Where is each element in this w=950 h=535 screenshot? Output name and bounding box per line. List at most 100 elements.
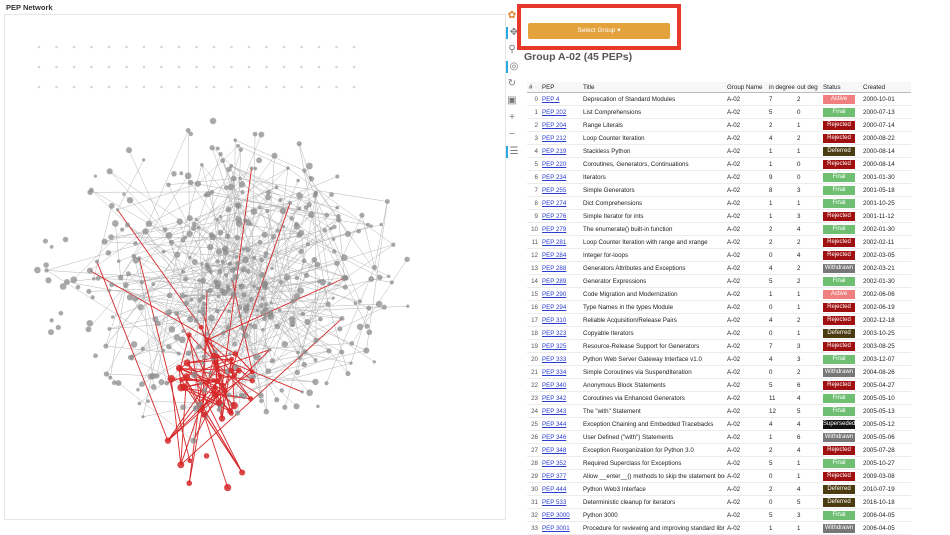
network-node[interactable]: [202, 388, 207, 393]
network-node[interactable]: [265, 46, 268, 49]
network-node[interactable]: [199, 381, 203, 385]
network-node[interactable]: [265, 194, 271, 200]
network-node[interactable]: [166, 182, 171, 187]
network-node[interactable]: [248, 66, 251, 69]
network-node[interactable]: [385, 199, 390, 204]
network-node[interactable]: [125, 46, 128, 49]
network-node[interactable]: [387, 275, 390, 278]
network-node[interactable]: [329, 227, 333, 231]
network-node[interactable]: [404, 257, 410, 263]
pep-link[interactable]: PEP 377: [542, 473, 566, 480]
network-node[interactable]: [306, 163, 313, 170]
network-node[interactable]: [116, 208, 119, 211]
network-node[interactable]: [366, 223, 370, 227]
network-node[interactable]: [274, 324, 280, 330]
network-node[interactable]: [259, 272, 265, 278]
highlighted-node[interactable]: [216, 399, 223, 406]
network-node[interactable]: [197, 226, 201, 230]
network-node[interactable]: [261, 297, 265, 301]
pep-link[interactable]: PEP 219: [542, 148, 566, 155]
network-node[interactable]: [184, 301, 189, 306]
network-node[interactable]: [160, 66, 163, 69]
network-node[interactable]: [96, 276, 101, 281]
network-node[interactable]: [48, 329, 54, 335]
pep-link[interactable]: PEP 333: [542, 356, 566, 363]
network-node[interactable]: [202, 355, 207, 360]
network-node[interactable]: [138, 402, 142, 406]
network-node[interactable]: [140, 280, 144, 284]
pep-link[interactable]: PEP 334: [542, 369, 566, 376]
network-node[interactable]: [259, 257, 264, 262]
network-node[interactable]: [194, 318, 199, 323]
network-node[interactable]: [236, 144, 240, 148]
pep-link[interactable]: PEP 444: [542, 486, 566, 493]
network-node[interactable]: [238, 177, 242, 181]
network-node[interactable]: [293, 403, 299, 409]
network-node[interactable]: [301, 390, 304, 393]
network-node[interactable]: [318, 46, 321, 49]
network-node[interactable]: [254, 354, 261, 361]
network-node[interactable]: [94, 174, 97, 177]
network-node[interactable]: [372, 265, 377, 270]
network-node[interactable]: [283, 66, 286, 69]
network-node[interactable]: [249, 323, 253, 327]
network-node[interactable]: [169, 240, 174, 245]
network-node[interactable]: [235, 255, 239, 259]
network-node[interactable]: [271, 153, 277, 159]
network-node[interactable]: [109, 282, 114, 287]
network-node[interactable]: [195, 218, 198, 221]
network-node[interactable]: [190, 438, 196, 444]
highlighted-node[interactable]: [232, 372, 237, 377]
network-node[interactable]: [283, 46, 286, 49]
network-node[interactable]: [178, 66, 181, 69]
highlighted-node[interactable]: [229, 357, 234, 362]
network-node[interactable]: [181, 329, 185, 333]
network-node[interactable]: [259, 399, 264, 404]
network-node[interactable]: [304, 273, 309, 278]
network-node[interactable]: [166, 344, 171, 349]
network-node[interactable]: [241, 292, 247, 298]
network-node[interactable]: [256, 157, 262, 163]
network-node[interactable]: [195, 86, 198, 89]
network-node[interactable]: [228, 184, 235, 191]
network-node[interactable]: [177, 218, 183, 224]
network-node[interactable]: [123, 282, 129, 288]
network-node[interactable]: [294, 223, 300, 229]
network-node[interactable]: [90, 66, 93, 69]
network-node[interactable]: [373, 360, 376, 363]
network-node[interactable]: [148, 373, 154, 379]
network-node[interactable]: [298, 356, 302, 360]
network-node[interactable]: [377, 275, 382, 280]
highlighted-node[interactable]: [165, 438, 171, 444]
network-node[interactable]: [249, 297, 254, 302]
network-node[interactable]: [230, 66, 233, 69]
network-node[interactable]: [343, 285, 348, 290]
network-node[interactable]: [195, 66, 198, 69]
pep-link[interactable]: PEP 533: [542, 499, 566, 506]
network-node[interactable]: [215, 259, 219, 263]
network-node[interactable]: [255, 309, 259, 313]
network-node[interactable]: [92, 277, 95, 280]
network-node[interactable]: [300, 66, 303, 69]
pep-link[interactable]: PEP 310: [542, 317, 566, 324]
network-node[interactable]: [50, 245, 54, 249]
highlighted-node[interactable]: [229, 368, 235, 374]
network-node[interactable]: [332, 237, 336, 241]
network-node[interactable]: [268, 310, 273, 315]
network-node[interactable]: [183, 277, 188, 282]
highlighted-node[interactable]: [248, 396, 253, 401]
network-node[interactable]: [132, 296, 138, 302]
highlighted-node[interactable]: [220, 382, 225, 387]
network-node[interactable]: [167, 293, 173, 299]
network-node[interactable]: [201, 361, 205, 365]
network-node[interactable]: [390, 280, 394, 284]
network-node[interactable]: [282, 405, 287, 410]
network-node[interactable]: [213, 46, 216, 49]
network-node[interactable]: [186, 350, 192, 356]
network-node[interactable]: [219, 215, 222, 218]
